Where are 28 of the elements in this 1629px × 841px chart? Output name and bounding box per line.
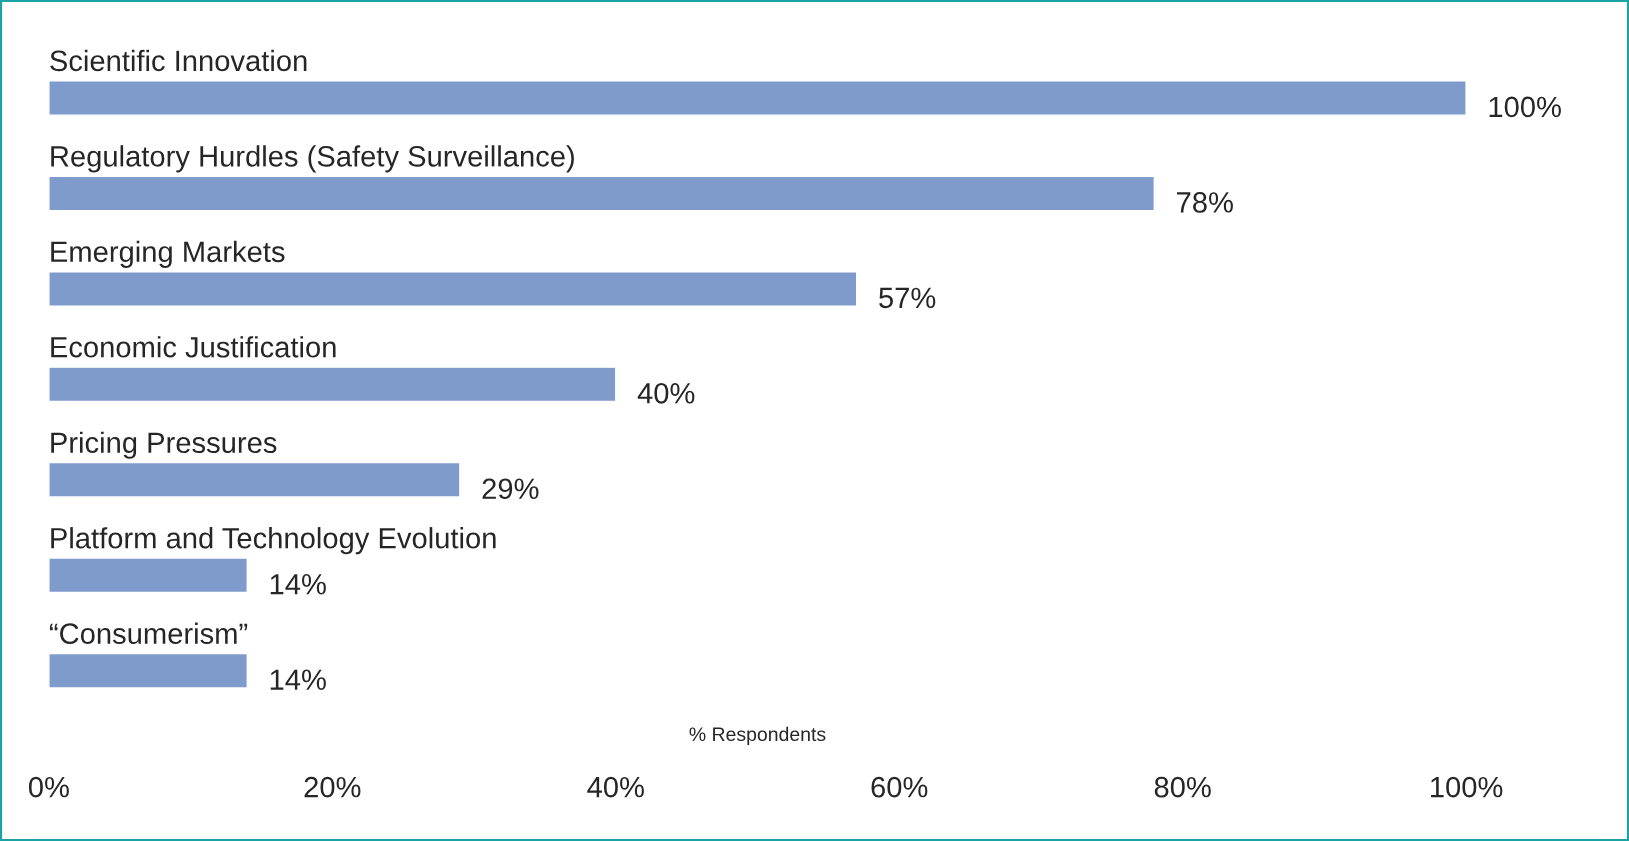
bar — [48, 366, 617, 403]
data-label: 78% — [1177, 192, 1233, 213]
data-label: 57% — [879, 287, 936, 309]
data-label: 100% — [1489, 96, 1561, 118]
bar — [48, 652, 248, 689]
bar — [48, 461, 461, 498]
y-tick-label: “Consumerism” — [49, 622, 248, 644]
y-tick-label: Regulatory Hurdles (Safety Surveillance) — [51, 145, 574, 173]
y-tick-label: Pricing Pressures — [51, 431, 277, 459]
x-tick-label: 100% — [1431, 776, 1503, 798]
x-tick-label: 40% — [587, 776, 644, 798]
x-tick-label: 0% — [28, 776, 69, 798]
x-tick-label: 20% — [304, 776, 361, 798]
data-label: 14% — [270, 669, 326, 690]
bar — [48, 80, 1467, 116]
bar — [48, 175, 1156, 212]
x-axis-title: % Respondents — [689, 726, 826, 745]
x-tick-label: 80% — [1154, 776, 1211, 798]
y-tick-label: Emerging Markets — [51, 240, 285, 268]
y-tick-label: Scientific Innovation — [50, 49, 307, 72]
data-label: 14% — [270, 574, 326, 595]
bar — [48, 271, 858, 307]
data-label: 40% — [637, 382, 695, 404]
bar — [48, 557, 248, 594]
data-label: 29% — [482, 478, 539, 500]
y-tick-label: Economic Justification — [51, 336, 336, 358]
y-tick-label: Platform and Technology Evolution — [51, 527, 496, 555]
x-tick-label: 60% — [871, 776, 928, 798]
